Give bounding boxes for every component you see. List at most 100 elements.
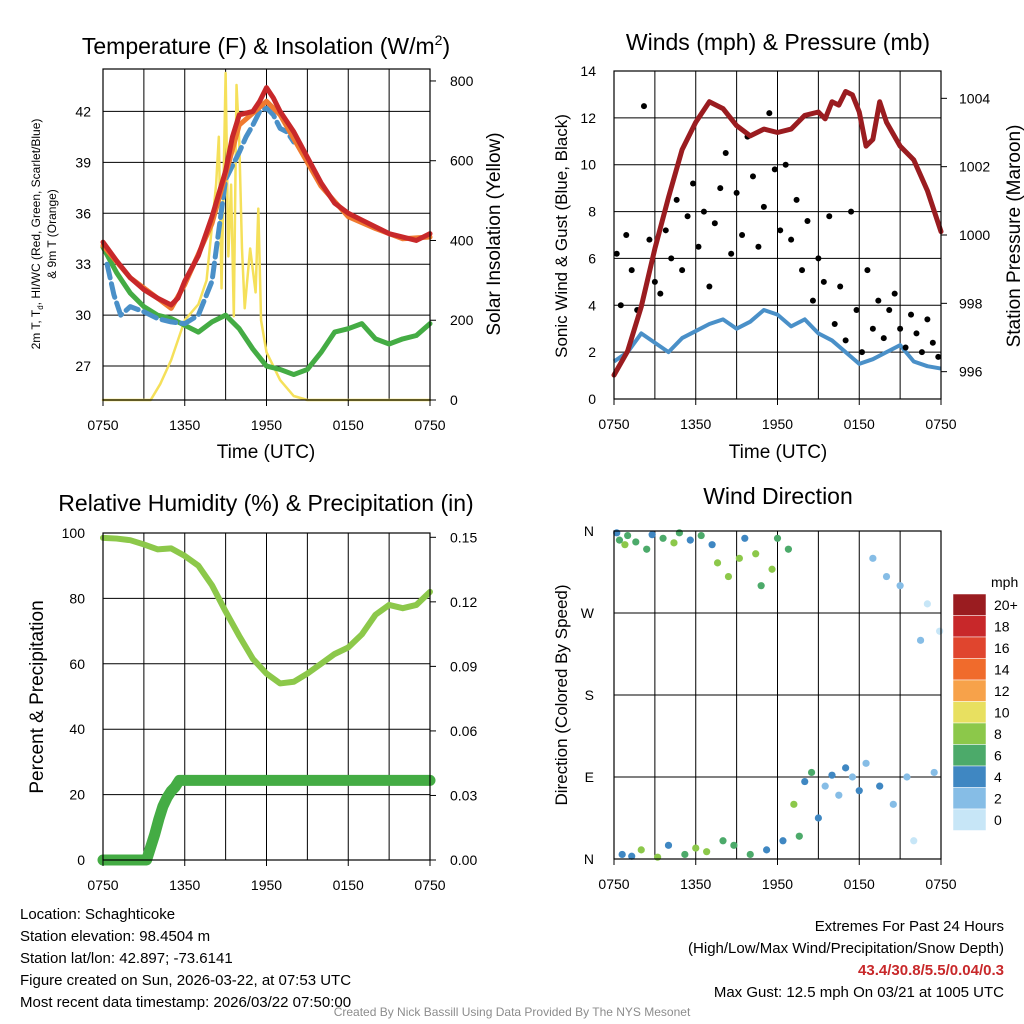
y-tick-label: 0 bbox=[77, 852, 85, 868]
x-tick-label: 0150 bbox=[333, 877, 364, 893]
colorbar-label: 10 bbox=[994, 705, 1010, 721]
direction-point bbox=[889, 800, 897, 808]
colorbar-swatch bbox=[952, 765, 987, 788]
colorbar-label: 18 bbox=[994, 619, 1010, 635]
colorbar-swatch bbox=[952, 722, 987, 745]
winds-ylabel-right: Station Pressure (Maroon) bbox=[1004, 125, 1024, 348]
series-line-td bbox=[100, 244, 433, 378]
elevation-text: Station elevation: 98.4504 m bbox=[20, 928, 211, 945]
series-line-2m-t bbox=[100, 85, 433, 308]
direction-point bbox=[763, 846, 771, 854]
gust-point bbox=[929, 339, 936, 346]
x-tick-label: 0750 bbox=[414, 877, 445, 893]
direction-point bbox=[896, 582, 904, 590]
y-tick-label: 80 bbox=[69, 590, 85, 606]
y-tick-label: E bbox=[585, 769, 594, 785]
gust-point bbox=[657, 290, 664, 297]
direction-point bbox=[923, 600, 931, 608]
y2-tick-label: 998 bbox=[959, 295, 983, 311]
x-tick-label: 1350 bbox=[680, 416, 711, 432]
speed-colorbar: 20+ 18 16 14 12 10 8 6 4 2 0 bbox=[952, 593, 1018, 831]
gust-point bbox=[858, 349, 865, 356]
temperature-ylabel: 2m T, Td, HI/WC (Red, Green, Scarlet/Blu… bbox=[29, 119, 45, 350]
direction-point bbox=[855, 787, 863, 795]
gust-point bbox=[777, 227, 784, 234]
direction-point bbox=[936, 627, 944, 635]
colorbar-label: 16 bbox=[994, 640, 1010, 656]
direction-point bbox=[910, 837, 918, 845]
colorbar-label: 8 bbox=[994, 726, 1002, 742]
y-tick-label: 42 bbox=[75, 103, 91, 119]
series-line-relative-humidity bbox=[100, 534, 433, 687]
gust-point bbox=[924, 316, 931, 323]
gust-point bbox=[809, 297, 816, 304]
y-tick-label: 4 bbox=[588, 297, 596, 313]
gust-point bbox=[815, 255, 822, 262]
colorbar-label: 4 bbox=[994, 769, 1002, 785]
direction-point bbox=[814, 814, 822, 822]
latlon-text: Station lat/lon: 42.897; -73.6141 bbox=[20, 950, 233, 967]
direction-point bbox=[741, 534, 749, 542]
direction-point bbox=[618, 850, 626, 859]
extremes-values: 43.4/30.8/5.5/0.04/0.3 bbox=[858, 962, 1004, 979]
y2-tick-label: 0.00 bbox=[450, 852, 477, 868]
colorbar-swatch bbox=[952, 658, 987, 681]
direction-panel: Wind Direction 0750 1350 1950 0150 0750NESWN… bbox=[552, 483, 1018, 892]
humidity-title: Relative Humidity (%) & Precipitation (i… bbox=[58, 490, 473, 516]
max-gust-text: Max Gust: 12.5 mph On 03/21 at 1005 UTC bbox=[713, 984, 1004, 1001]
gust-point bbox=[875, 297, 882, 304]
direction-point bbox=[686, 536, 694, 544]
gust-point bbox=[771, 166, 778, 173]
x-tick-label: 1350 bbox=[169, 417, 200, 433]
direction-point bbox=[648, 531, 656, 539]
gust-point bbox=[897, 325, 904, 332]
y2-tick-label: 800 bbox=[450, 73, 474, 89]
direction-point bbox=[930, 768, 938, 777]
x-tick-label: 0750 bbox=[87, 877, 118, 893]
series-line-sonic-wind bbox=[612, 307, 942, 371]
gust-point bbox=[853, 306, 860, 313]
y-tick-label: 30 bbox=[75, 307, 91, 323]
direction-point bbox=[730, 841, 738, 849]
humidity-panel: Relative Humidity (%) & Precipitation (i… bbox=[27, 490, 477, 893]
direction-point bbox=[862, 759, 870, 767]
x-tick-label: 0750 bbox=[925, 876, 956, 892]
x-tick-label: 1950 bbox=[251, 417, 282, 433]
y2-tick-label: 1002 bbox=[959, 159, 990, 175]
gust-point bbox=[640, 103, 647, 110]
x-tick-label: 0750 bbox=[925, 416, 956, 432]
direction-gridlines bbox=[614, 530, 941, 860]
humidity-tick-labels: 0750 1350 1950 0150 07500204060801000.000.03… bbox=[62, 525, 478, 893]
humidity-series bbox=[97, 534, 436, 866]
x-tick-label: 0150 bbox=[333, 417, 364, 433]
colorbar-swatch bbox=[952, 615, 987, 638]
gust-point bbox=[793, 196, 800, 203]
colorbar-swatch bbox=[952, 593, 987, 616]
gust-point bbox=[623, 232, 630, 238]
direction-point bbox=[675, 529, 684, 537]
y2-tick-label: 0 bbox=[450, 392, 458, 408]
direction-point bbox=[632, 538, 640, 546]
gust-point bbox=[935, 353, 942, 360]
gust-point bbox=[679, 267, 686, 274]
y2-tick-label: 0.03 bbox=[450, 787, 477, 803]
direction-point bbox=[842, 764, 850, 772]
gust-point bbox=[695, 243, 702, 250]
direction-point bbox=[869, 554, 877, 562]
direction-series bbox=[613, 529, 944, 861]
gust-point bbox=[651, 278, 658, 285]
y2-tick-label: 0.09 bbox=[450, 658, 477, 674]
direction-title: Wind Direction bbox=[703, 483, 853, 509]
series-line-wc bbox=[104, 105, 297, 327]
x-tick-label: 0750 bbox=[598, 416, 629, 432]
gust-point bbox=[864, 267, 871, 274]
direction-ylabel: Direction (Colored By Speed) bbox=[552, 584, 571, 805]
gust-point bbox=[766, 110, 773, 117]
gust-point bbox=[739, 232, 746, 238]
colorbar-label: 2 bbox=[994, 791, 1002, 807]
y-tick-label: 10 bbox=[580, 157, 596, 173]
winds-panel: Winds (mph) & Pressure (mb) 0750 1350 1950… bbox=[552, 29, 1024, 463]
direction-point bbox=[681, 850, 689, 859]
direction-point bbox=[876, 782, 884, 790]
